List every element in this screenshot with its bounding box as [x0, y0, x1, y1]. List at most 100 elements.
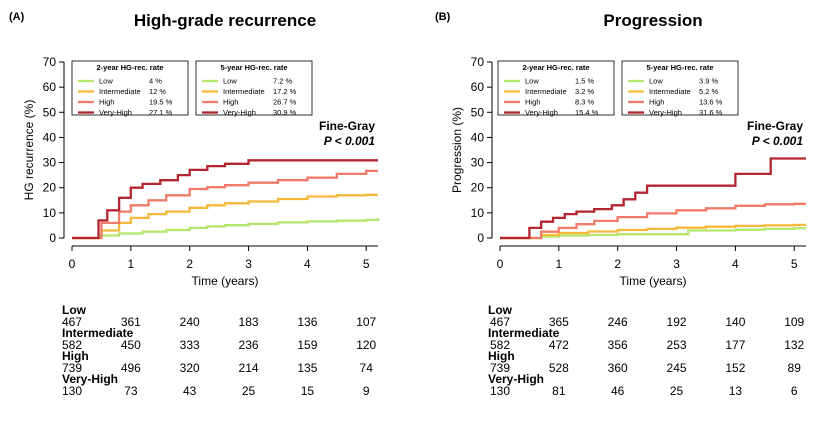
legend-value-high: 8.3 %: [575, 98, 595, 107]
y-tick-label: 10: [471, 206, 485, 220]
y-tick-label: 60: [471, 80, 485, 94]
risk-count: 46: [611, 384, 625, 398]
risk-count: 130: [62, 384, 82, 398]
x-tick-label: 4: [304, 257, 311, 271]
legend-label-high: High: [525, 98, 540, 107]
series-line-high: [72, 169, 378, 240]
risk-count: 43: [183, 384, 197, 398]
risk-count: 360: [608, 361, 628, 375]
y-tick-label: 50: [43, 105, 57, 119]
risk-count: 467: [62, 315, 82, 329]
risk-count: 253: [667, 338, 687, 352]
legend-title: 2-year HG-rec. rate: [96, 63, 163, 72]
risk-count: 333: [180, 338, 200, 352]
y-tick-label: 50: [471, 105, 485, 119]
risk-count: 320: [180, 361, 200, 375]
x-tick-label: 2: [614, 257, 621, 271]
risk-count: 73: [124, 384, 138, 398]
legend-value-high: 19.5 %: [149, 98, 173, 107]
legend-title: 5-year HG-rec. rate: [220, 63, 287, 72]
series-line-high: [500, 202, 806, 240]
legend-value-very-high: 15.4 %: [575, 108, 599, 117]
x-tick-label: 4: [732, 257, 739, 271]
risk-count: 132: [784, 338, 804, 352]
risk-row-label-intermediate: Intermediate: [62, 326, 134, 340]
legend-frame: [497, 60, 615, 116]
risk-row-label-intermediate: Intermediate: [488, 326, 560, 340]
series-line-very-high: [500, 157, 806, 240]
risk-row-label-high: High: [62, 349, 89, 363]
legend-box-1: 2-year HG-rec. rate Low 4 % Intermediate 12 …: [71, 60, 189, 117]
x-tick-label: 3: [673, 257, 680, 271]
risk-count: 192: [667, 315, 687, 329]
legend-title: 5-year HG-rec. rate: [646, 63, 713, 72]
y-tick-label: 20: [471, 181, 485, 195]
p-value-annotation: P < 0.001: [752, 134, 804, 148]
legend-value-very-high: 27.1 %: [149, 108, 173, 117]
method-annotation: Fine-Gray: [319, 119, 375, 133]
risk-row-label-very-high: Very-High: [62, 372, 118, 386]
risk-count: 107: [356, 315, 376, 329]
legend-frame: [71, 60, 189, 116]
series-line-intermediate: [72, 193, 378, 240]
x-tick-label: 1: [556, 257, 563, 271]
risk-count: 214: [239, 361, 259, 375]
chart-title: Progression: [603, 11, 702, 30]
legend-label-intermediate: Intermediate: [223, 87, 265, 96]
risk-count: 136: [297, 315, 317, 329]
legend-label-low: Low: [525, 77, 539, 86]
chart-title: High-grade recurrence: [134, 11, 316, 30]
risk-count: 25: [242, 384, 256, 398]
risk-count: 120: [356, 338, 376, 352]
legend-label-intermediate: Intermediate: [649, 87, 691, 96]
x-tick-label: 2: [186, 257, 193, 271]
chart-panel-1: (A) High-grade recurrence 0 10 20 30 40 50 60 70 0…: [9, 11, 380, 398]
legend-value-intermediate: 3.2 %: [575, 87, 595, 96]
risk-count: 135: [297, 361, 317, 375]
risk-count: 528: [549, 361, 569, 375]
risk-count: 246: [608, 315, 628, 329]
risk-count: 159: [297, 338, 317, 352]
risk-count: 496: [121, 361, 141, 375]
legend-box-1: 2-year HG-rec. rate Low 1.5 % Intermediate 3…: [497, 60, 615, 117]
risk-count: 361: [121, 315, 141, 329]
risk-count: 81: [552, 384, 566, 398]
x-tick-label: 0: [69, 257, 76, 271]
legend-label-intermediate: Intermediate: [99, 87, 141, 96]
x-axis-label: Time (years): [192, 274, 259, 288]
legend-label-very-high: Very-High: [525, 108, 558, 117]
legend-value-very-high: 30.9 %: [273, 108, 297, 117]
legend-box-2: 5-year HG-rec. rate Low 7.2 % Intermediate 1…: [195, 60, 313, 117]
risk-count: 15: [301, 384, 315, 398]
x-tick-label: 3: [245, 257, 252, 271]
legend-value-low: 1.5 %: [575, 77, 595, 86]
legend-value-low: 7.2 %: [273, 77, 293, 86]
method-annotation: Fine-Gray: [747, 119, 803, 133]
risk-row-label-low: Low: [62, 303, 87, 317]
legend-title: 2-year HG-rec. rate: [522, 63, 589, 72]
y-tick-label: 0: [477, 231, 484, 245]
series-line-very-high: [72, 159, 378, 240]
legend-value-low: 4 %: [149, 77, 162, 86]
risk-count: 183: [239, 315, 259, 329]
y-tick-label: 60: [43, 80, 57, 94]
x-tick-label: 5: [791, 257, 798, 271]
risk-count: 13: [729, 384, 743, 398]
x-tick-label: 5: [363, 257, 370, 271]
legend-value-intermediate: 12 %: [149, 87, 166, 96]
risk-count: 245: [667, 361, 687, 375]
risk-count: 152: [725, 361, 745, 375]
risk-row-label-low: Low: [488, 303, 513, 317]
legend-label-low: Low: [99, 77, 113, 86]
legend-value-intermediate: 5.2 %: [699, 87, 719, 96]
risk-count: 582: [490, 338, 510, 352]
legend-label-very-high: Very-High: [223, 108, 256, 117]
legend-value-very-high: 31.6 %: [699, 108, 723, 117]
legend-frame: [621, 60, 739, 116]
risk-row-label-high: High: [488, 349, 515, 363]
legend-label-low: Low: [649, 77, 663, 86]
panel-label: (A): [9, 11, 25, 23]
